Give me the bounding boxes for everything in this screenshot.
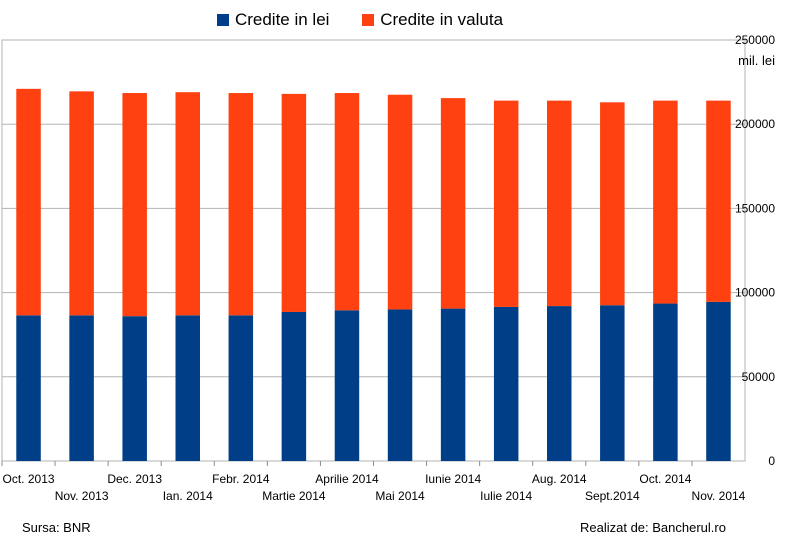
x-tick-label: Oct. 2013: [3, 472, 55, 486]
x-tick-label: Iulie 2014: [480, 489, 532, 503]
x-tick-label: Iunie 2014: [425, 472, 481, 486]
bar-credite-lei: [493, 306, 519, 461]
bar-credite-lei: [281, 311, 307, 461]
bar-credite-valuta: [493, 100, 519, 307]
bar-credite-lei: [228, 315, 254, 461]
chart-legend: Credite in lei Credite in valuta: [0, 10, 720, 31]
bar-credite-valuta: [440, 98, 466, 309]
bar-credite-valuta: [334, 93, 360, 311]
legend-label-valuta: Credite in valuta: [380, 10, 504, 29]
bar-credite-valuta: [600, 102, 625, 306]
x-tick-label: Aprilie 2014: [315, 472, 379, 486]
bar-credite-lei: [334, 310, 360, 461]
bar-credite-lei: [600, 305, 625, 461]
legend-label-lei: Credite in lei: [234, 10, 330, 29]
bar-credite-valuta: [706, 100, 731, 302]
bar-credite-lei: [706, 301, 731, 461]
legend-swatch-valuta: [362, 14, 375, 26]
bar-credite-lei: [387, 309, 413, 461]
x-tick-label: Ian. 2014: [163, 489, 213, 503]
source-note: Sursa: BNR: [22, 520, 91, 535]
bar-credite-lei: [16, 315, 41, 461]
y-tick-label: 150000: [735, 201, 775, 215]
legend-item-lei: Credite in lei: [216, 10, 330, 30]
legend-item-valuta: Credite in valuta: [362, 10, 503, 30]
bar-credite-lei: [122, 316, 147, 461]
x-tick-label: Aug. 2014: [532, 472, 587, 486]
y-axis-unit: mil. lei: [738, 53, 775, 68]
y-tick-label: 50000: [742, 370, 776, 384]
credit-note: Realizat de: Bancherul.ro: [580, 520, 726, 535]
x-tick-label: Martie 2014: [262, 489, 326, 503]
x-tick-label: Mai 2014: [375, 489, 425, 503]
bar-credite-valuta: [16, 88, 41, 316]
bar-credite-valuta: [547, 100, 572, 307]
bar-credite-valuta: [281, 93, 307, 312]
bar-credite-lei: [547, 306, 572, 461]
bar-credite-valuta: [387, 94, 413, 310]
x-tick-label: Sept.2014: [585, 489, 640, 503]
bar-credite-lei: [653, 303, 678, 461]
bar-credite-lei: [440, 308, 466, 461]
bar-credite-valuta: [175, 92, 200, 316]
bar-credite-lei: [175, 315, 200, 461]
bar-credite-valuta: [122, 93, 147, 317]
x-tick-label: Oct. 2014: [639, 472, 691, 486]
y-tick-label: 100000: [735, 286, 775, 300]
bar-credite-valuta: [653, 100, 678, 304]
y-tick-label: 0: [768, 454, 775, 468]
legend-swatch-lei: [216, 14, 229, 26]
x-tick-label: Febr. 2014: [212, 472, 270, 486]
x-tick-label: Dec. 2013: [107, 472, 162, 486]
y-tick-label: 250000: [735, 33, 775, 47]
y-tick-label: 200000: [735, 117, 775, 131]
bar-credite-valuta: [228, 93, 254, 316]
bar-credite-valuta: [69, 91, 94, 316]
plot-frame: [1, 39, 746, 462]
bar-credite-lei: [69, 315, 94, 461]
x-tick-label: Nov. 2014: [692, 489, 746, 503]
x-tick-label: Nov. 2013: [55, 489, 109, 503]
